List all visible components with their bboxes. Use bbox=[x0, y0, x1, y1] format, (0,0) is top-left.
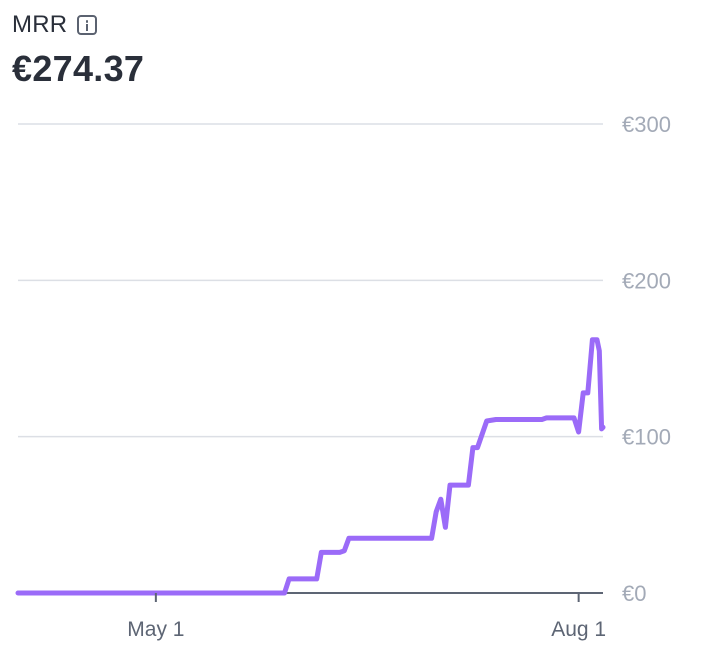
info-icon[interactable] bbox=[77, 15, 98, 35]
y-tick-label: €100 bbox=[622, 425, 671, 450]
metric-title: MRR bbox=[12, 11, 68, 38]
y-tick-label: €300 bbox=[622, 112, 671, 137]
x-axis-labels: May 1 Aug 1 bbox=[127, 593, 606, 641]
y-axis-labels: €0 €100 €200 €300 bbox=[622, 112, 671, 606]
grid-lines bbox=[18, 123, 603, 594]
mrr-series-line bbox=[15, 337, 606, 596]
y-tick-label: €200 bbox=[622, 268, 671, 293]
series-layer bbox=[15, 337, 606, 596]
y-tick-label: €0 bbox=[622, 581, 646, 606]
metric-value: €274.37 bbox=[12, 48, 145, 89]
x-tick-label: May 1 bbox=[127, 618, 184, 641]
metric-header: MRR €274.37 bbox=[12, 8, 144, 90]
x-tick-label: Aug 1 bbox=[551, 618, 606, 641]
title-row: MRR bbox=[12, 8, 144, 42]
